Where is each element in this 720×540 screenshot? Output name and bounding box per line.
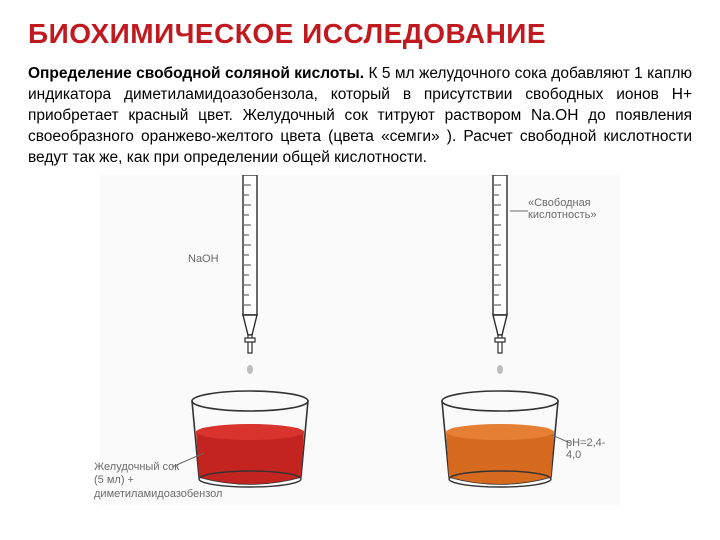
arrow-free-acid [510,205,530,217]
arrow-gastric [170,453,208,471]
burette-left [237,175,263,355]
body-paragraph: Определение свободной соляной кислоты. К… [28,64,692,169]
page-title: БИОХИМИЧЕСКОЕ ИССЛЕДОВАНИЕ [28,18,692,50]
drop-left [247,365,253,374]
label-free-acid: «Свободная кислотность» [528,197,597,221]
titration-diagram: NaOH «Свободная кислотность» Желудочный … [100,175,620,505]
label-naoh: NaOH [188,253,219,265]
drop-right [497,365,503,374]
label-ph: pH=2,4-4,0 [566,437,620,461]
arrow-ph [552,433,574,447]
beaker-right [435,389,565,489]
lead-bold: Определение свободной соляной кислоты. [28,65,364,82]
burette-right [487,175,513,355]
